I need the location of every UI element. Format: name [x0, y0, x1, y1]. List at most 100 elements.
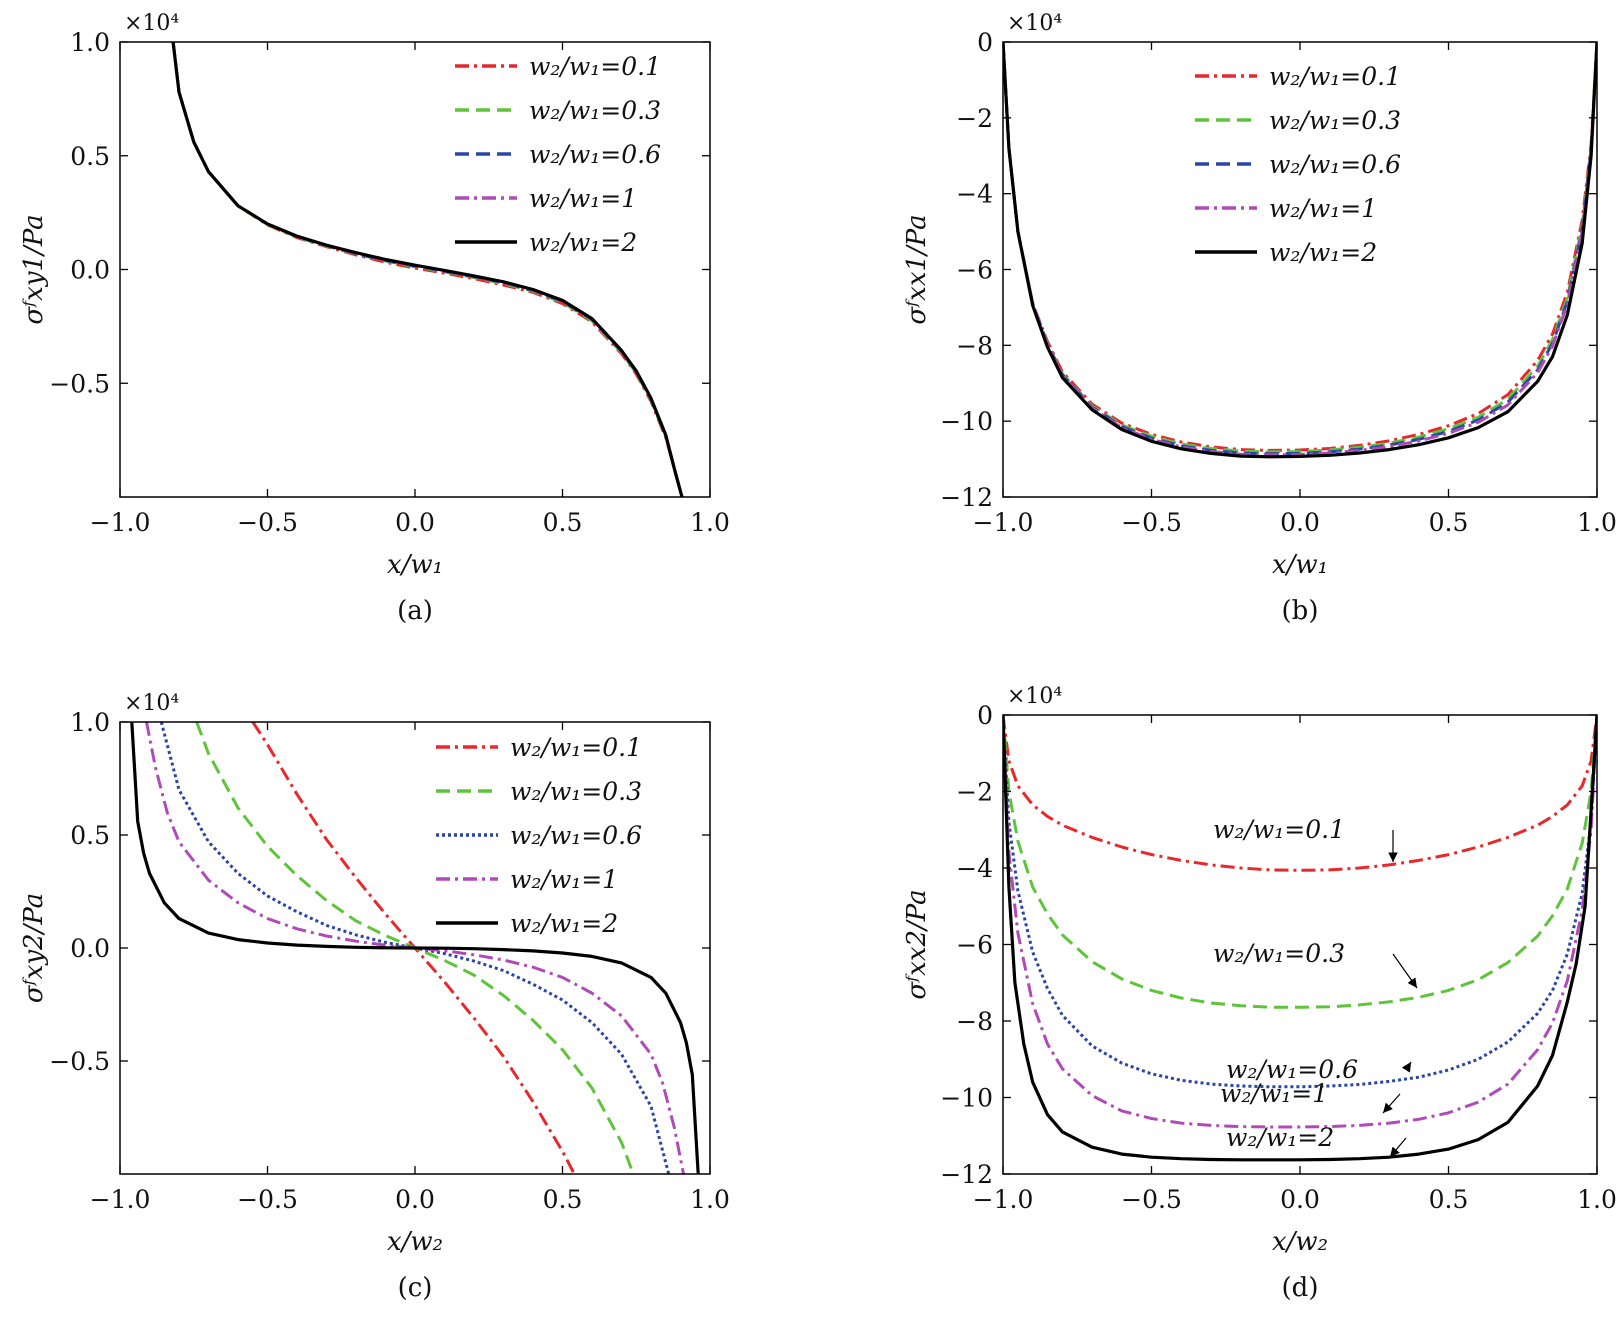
legend-label: w₂/w₁=1: [1269, 194, 1377, 223]
series-group: [1003, 715, 1597, 1162]
annotation-label: w₂/w₁=0.3: [1213, 939, 1345, 968]
y-tick-label: 0.0: [70, 934, 110, 963]
panel-label: (c): [398, 1273, 433, 1303]
panel-d: −1.0 −0.5 0.0 0.5 1.0 0 −2 −4 −6 −8 −10 −12 ×10⁴ x/w₂…: [902, 684, 1617, 1303]
y-axis-label: σᶠxy2/Pa: [19, 893, 49, 1003]
x-tick-label: −0.5: [1121, 508, 1182, 537]
y-axis-label: σᶠxx1/Pa: [902, 214, 932, 324]
y-tick-label: −8: [956, 331, 993, 360]
series-line-d-4: [1003, 715, 1597, 1162]
panel-label: (a): [397, 596, 433, 626]
legend-label: w₂/w₁=0.3: [1269, 106, 1401, 135]
panel-label: (d): [1282, 1273, 1319, 1303]
x-tick-label: −1.0: [90, 508, 151, 537]
x-axis-label: x/w₂: [387, 1227, 443, 1257]
x-tick-label: 0.5: [1429, 1185, 1469, 1214]
y-tick-label: 0.0: [70, 256, 110, 285]
legend-label: w₂/w₁=0.3: [529, 96, 661, 125]
y-tick-label: −0.5: [49, 369, 110, 398]
x-tick-label: 0.5: [543, 508, 583, 537]
y-tick-label: 0: [977, 701, 993, 730]
y-tick-label: 1.0: [70, 708, 110, 737]
y-tick-label: 0: [977, 28, 993, 57]
x-tick-label: −1.0: [973, 1185, 1034, 1214]
panel-b: −1.0 −0.5 0.0 0.5 1.0 0 −2 −4 −6 −8 −10 −12 ×10⁴ x/w₁…: [902, 11, 1617, 626]
axis-multiplier: ×10⁴: [1007, 684, 1062, 709]
panel-a: −1.0 −0.5 0.0 0.5 1.0 1.0 0.5 0.0 −0.5 ×10⁴ x/w₁ σᶠ…: [19, 11, 730, 626]
y-tick-label: −2: [956, 778, 993, 807]
y-tick-label: 0.5: [70, 821, 110, 850]
series-line-d-2: [1003, 715, 1597, 1089]
x-tick-label: −0.5: [1121, 1185, 1182, 1214]
x-tick-label: 1.0: [1577, 1185, 1617, 1214]
legend: w₂/w₁=0.1 w₂/w₁=0.3 w₂/w₁=0.6 w₂/w₁=1 w₂/w₁=…: [455, 52, 661, 257]
x-tick-label: 0.0: [1280, 1185, 1320, 1214]
panel-label: (b): [1282, 596, 1319, 626]
legend-label: w₂/w₁=0.6: [1269, 150, 1401, 179]
annotations: w₂/w₁=0.1 w₂/w₁=0.3 w₂/w₁=0.6w₂/w₁=1 w₂/w₁=…: [1213, 815, 1418, 1158]
axis-multiplier: ×10⁴: [1007, 11, 1062, 36]
y-axis-label: σᶠxx2/Pa: [902, 889, 932, 999]
x-tick-label: 1.0: [690, 1185, 730, 1214]
legend-label: w₂/w₁=1: [529, 184, 637, 213]
annotation-arrow: [1382, 1093, 1401, 1114]
x-tick-label: −1.0: [90, 1185, 151, 1214]
legend-label: w₂/w₁=0.6: [529, 140, 661, 169]
panel-c: −1.0 −0.5 0.0 0.5 1.0 1.0 0.5 0.0 −0.5 ×10⁴ x/w₂ σᶠ…: [19, 691, 730, 1303]
y-tick-label: −6: [956, 256, 993, 285]
series-line-d-0: [1003, 715, 1597, 872]
x-tick-label: −0.5: [237, 1185, 298, 1214]
x-tick-label: 0.0: [395, 1185, 435, 1214]
x-tick-label: 1.0: [1577, 508, 1617, 537]
axis-multiplier: ×10⁴: [124, 11, 179, 36]
series-group: [171, 42, 684, 497]
series-line-d-1: [1003, 715, 1597, 1009]
x-tick-label: 0.0: [1280, 508, 1320, 537]
axis-multiplier: ×10⁴: [124, 691, 179, 716]
x-axis-label: x/w₁: [387, 550, 443, 580]
y-tick-label: −6: [956, 931, 993, 960]
y-tick-label: −10: [940, 1084, 993, 1113]
series-line-d-3: [1003, 715, 1597, 1129]
series-group: [130, 722, 700, 1174]
x-tick-label: 1.0: [690, 508, 730, 537]
y-axis-label: σᶠxy1/Pa: [19, 214, 49, 324]
x-tick-label: 0.0: [395, 508, 435, 537]
series-line-c-4: [130, 722, 700, 1174]
annotation-label: w₂/w₁=0.1: [1213, 815, 1345, 844]
series-line-b-3: [1003, 42, 1597, 457]
legend-label: w₂/w₁=0.1: [1269, 62, 1401, 91]
y-tick-label: −4: [956, 854, 993, 883]
series-line-c-3: [145, 722, 685, 1174]
y-tick-label: −12: [940, 483, 993, 512]
legend-label: w₂/w₁=0.3: [510, 777, 642, 806]
series-group: [1003, 42, 1597, 459]
x-tick-label: −0.5: [237, 508, 298, 537]
y-tick-label: −12: [940, 1160, 993, 1189]
annotation-arrow: [1401, 1061, 1412, 1073]
x-tick-label: 0.5: [1429, 508, 1469, 537]
legend: w₂/w₁=0.1 w₂/w₁=0.3 w₂/w₁=0.6 w₂/w₁=1 w₂/w₁=…: [1195, 62, 1401, 267]
annotation-label: w₂/w₁=1: [1220, 1079, 1328, 1108]
y-tick-label: 1.0: [70, 28, 110, 57]
annotation-label: w₂/w₁=2: [1226, 1123, 1334, 1152]
y-tick-label: −0.5: [49, 1047, 110, 1076]
y-tick-label: 0.5: [70, 142, 110, 171]
x-tick-label: 0.5: [543, 1185, 583, 1214]
series-line-a-4: [171, 42, 684, 497]
series-line-b-4: [1003, 42, 1597, 459]
annotation-arrow: [1392, 953, 1418, 989]
legend-label: w₂/w₁=2: [1269, 238, 1377, 267]
y-tick-label: −10: [940, 407, 993, 436]
legend: w₂/w₁=0.1 w₂/w₁=0.3 w₂/w₁=0.6 w₂/w₁=1 w₂/w₁=…: [436, 733, 642, 938]
y-tick-label: −2: [956, 104, 993, 133]
annotation-label: w₂/w₁=0.6: [1226, 1055, 1358, 1084]
legend-label: w₂/w₁=0.6: [510, 821, 642, 850]
legend-label: w₂/w₁=0.1: [529, 52, 661, 81]
legend-label: w₂/w₁=0.1: [510, 733, 642, 762]
legend-label: w₂/w₁=2: [510, 909, 618, 938]
legend-label: w₂/w₁=1: [510, 865, 618, 894]
legend-label: w₂/w₁=2: [529, 228, 637, 257]
x-axis-label: x/w₂: [1272, 1227, 1328, 1257]
